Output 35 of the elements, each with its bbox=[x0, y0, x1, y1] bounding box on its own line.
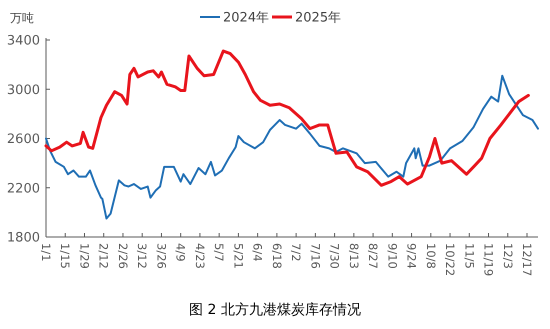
y-tick-label: 1800 bbox=[6, 230, 40, 246]
x-tick-label: 3/12 bbox=[135, 243, 150, 269]
y-tick-label: 3400 bbox=[6, 34, 40, 48]
x-tick-label: 7/30 bbox=[328, 243, 342, 269]
x-tick-label: 9/10 bbox=[385, 243, 400, 269]
x-tick-label: 8/27 bbox=[366, 243, 380, 269]
y-tick-label: 2600 bbox=[6, 132, 40, 147]
x-tick-label: 10/8 bbox=[424, 243, 438, 269]
x-tick-label: 5/21 bbox=[231, 243, 246, 269]
y-axis-title: 万吨 bbox=[10, 11, 34, 25]
x-tick-label: 7/16 bbox=[308, 243, 322, 269]
legend-label: 2025年 bbox=[295, 10, 342, 26]
y-tick-label: 2200 bbox=[6, 181, 40, 196]
x-tick-label: 2/26 bbox=[116, 243, 130, 269]
x-tick-label: 11/5 bbox=[462, 243, 476, 269]
x-tick-label: 7/2 bbox=[289, 243, 304, 262]
x-tick-label: 4/23 bbox=[192, 243, 207, 269]
text: 图 2 北方九港煤炭库存情况 bbox=[189, 302, 361, 318]
x-tick-label: 12/17 bbox=[520, 243, 534, 276]
x-tick-label: 2/12 bbox=[96, 243, 111, 269]
x-tick-label: 1/29 bbox=[77, 243, 92, 269]
x-tick-label: 5/7 bbox=[212, 243, 226, 262]
x-tick-label: 11/19 bbox=[482, 243, 496, 276]
x-tick-label: 3/26 bbox=[154, 243, 168, 269]
x-tick-label: 4/9 bbox=[174, 243, 188, 262]
y-tick-label: 3000 bbox=[6, 82, 40, 98]
legend-label: 2024年 bbox=[223, 10, 270, 26]
x-tick-label: 1/1 bbox=[39, 243, 53, 262]
x-tick-label: 6/18 bbox=[270, 243, 284, 269]
x-tick-label: 1/15 bbox=[58, 243, 72, 269]
x-tick-label: 12/3 bbox=[500, 243, 515, 269]
x-tick-label: 6/4 bbox=[250, 243, 265, 262]
x-tick-label: 8/13 bbox=[346, 243, 361, 269]
x-tick-label: 10/22 bbox=[443, 243, 458, 276]
x-tick-label: 9/24 bbox=[404, 243, 419, 269]
